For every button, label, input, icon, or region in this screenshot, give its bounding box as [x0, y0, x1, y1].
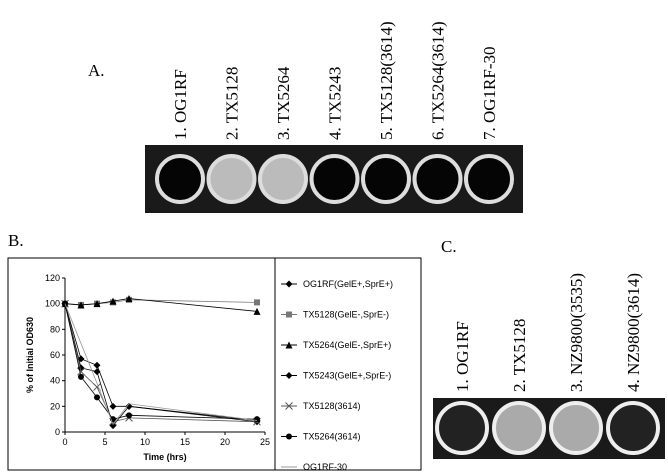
well-label: 4. NZ9800(3614) [624, 273, 643, 392]
well-label: 6. TX5264(3614) [429, 21, 448, 140]
series-line [64, 298, 258, 312]
marker [254, 416, 260, 423]
well [206, 154, 257, 204]
well-label: 1. OG1RF [453, 321, 472, 392]
series-line [64, 303, 258, 420]
well-label: 2. TX5128 [223, 67, 242, 140]
legend-frame [274, 257, 422, 471]
marker [254, 299, 260, 306]
marker [125, 295, 133, 303]
well-label: 3. NZ9800(3535) [567, 273, 586, 392]
y-tick-label: 40 [50, 376, 60, 386]
marker [285, 341, 293, 349]
series-line [64, 303, 258, 423]
marker [93, 300, 101, 308]
marker [109, 402, 117, 410]
y-tick-label: 0 [55, 427, 60, 437]
marker [77, 301, 85, 309]
panel-label: B. [8, 231, 24, 250]
marker [78, 373, 84, 380]
marker [285, 372, 293, 379]
well [492, 401, 546, 455]
legend-label: TX5264(GelE-,SprE+) [303, 340, 391, 350]
series-line [64, 303, 258, 423]
marker [77, 367, 85, 376]
well-label: 2. TX5128 [510, 319, 529, 392]
x-tick-label: 20 [220, 437, 230, 447]
y-tick-label: 60 [50, 350, 60, 360]
marker [286, 433, 292, 440]
x-axis-title: Time (hrs) [143, 452, 186, 462]
well [606, 401, 660, 455]
x-tick-label: 5 [102, 437, 107, 447]
x-tick-label: 25 [260, 437, 270, 447]
well [309, 154, 360, 204]
legend-label: OG1RF(GelE+,SprE+) [303, 279, 393, 289]
legend-label: TX5128(3614) [303, 401, 361, 411]
legend-label: OG1RF-30 [303, 462, 347, 472]
well-label: 3. TX5264 [274, 66, 293, 140]
well [412, 154, 463, 204]
well [549, 401, 603, 455]
marker [94, 394, 100, 401]
marker [93, 368, 101, 376]
x-tick-label: 15 [180, 437, 190, 447]
y-tick-label: 100 [45, 299, 60, 309]
marker [109, 297, 117, 305]
marker [93, 361, 101, 369]
well [435, 401, 489, 455]
legend-label: TX5128(GelE-,SprE-) [303, 310, 389, 320]
well [258, 154, 308, 204]
well-label: 7. OG1RF-30 [480, 46, 499, 140]
well [155, 154, 205, 204]
marker [285, 402, 293, 410]
y-tick-label: 120 [45, 273, 60, 283]
y-axis-title: % of Initial OD630 [25, 317, 35, 393]
well-label: 1. OG1RF [171, 69, 190, 140]
legend-label: TX5243(GelE+,SprE-) [303, 371, 391, 381]
y-tick-label: 80 [50, 324, 60, 334]
panel-label: C. [441, 237, 457, 256]
legend-label: TX5264(3614) [303, 432, 361, 442]
series-line [64, 303, 258, 426]
marker [286, 311, 292, 318]
well-label: 4. TX5243 [326, 67, 345, 140]
well [464, 154, 514, 204]
well [361, 154, 411, 204]
series-line [64, 303, 258, 427]
marker [126, 412, 132, 419]
marker [125, 402, 133, 410]
x-tick-label: 10 [140, 437, 150, 447]
marker [285, 280, 293, 288]
y-tick-label: 20 [50, 401, 60, 411]
marker [253, 307, 261, 315]
x-tick-label: 0 [62, 437, 67, 447]
well-label: 5. TX5128(3614) [377, 21, 396, 140]
panel-label: A. [88, 61, 105, 80]
